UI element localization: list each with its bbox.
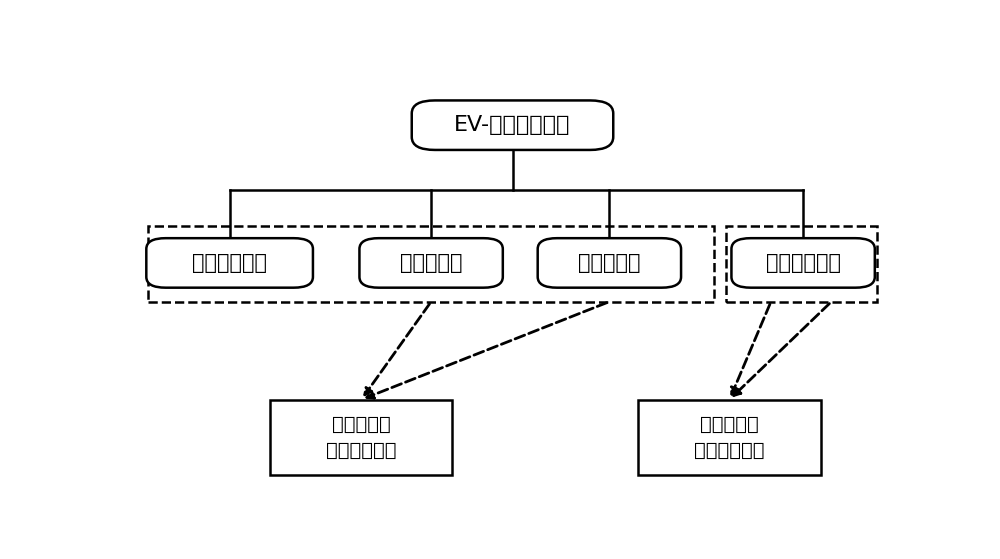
Bar [148, 226, 714, 302]
FancyBboxPatch shape [731, 238, 875, 288]
FancyBboxPatch shape [412, 101, 613, 150]
Text: 电池折旧损耗: 电池折旧损耗 [766, 253, 841, 273]
FancyBboxPatch shape [359, 238, 503, 288]
Text: 效益型指标
越高越先调度: 效益型指标 越高越先调度 [326, 415, 397, 460]
Text: EV-指标评价体系: EV-指标评价体系 [454, 115, 571, 135]
Text: 用户信用度: 用户信用度 [400, 253, 462, 273]
Text: 申报调度容量: 申报调度容量 [192, 253, 267, 273]
Bar [726, 226, 877, 302]
Bar [270, 400, 452, 475]
Text: 成本型指标
越低越先调度: 成本型指标 越低越先调度 [694, 415, 765, 460]
Text: 用户执行度: 用户执行度 [578, 253, 641, 273]
FancyBboxPatch shape [146, 238, 313, 288]
FancyBboxPatch shape [538, 238, 681, 288]
Bar [638, 400, 821, 475]
